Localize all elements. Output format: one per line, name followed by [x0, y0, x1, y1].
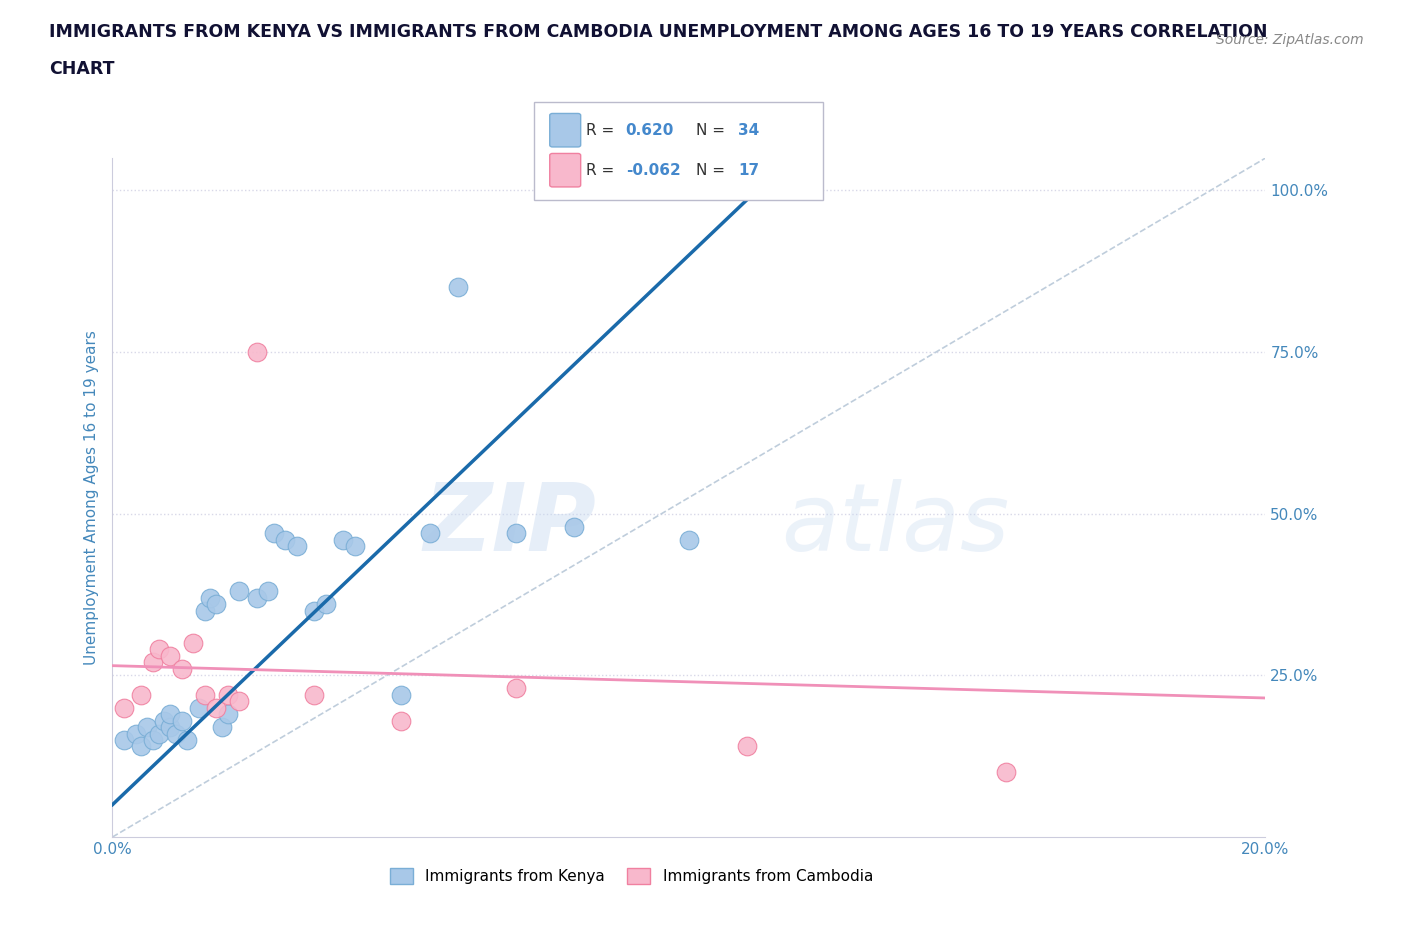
Point [217, 687, 239, 702]
Point [343, 538, 366, 553]
Point [304, 604, 326, 618]
Text: 17: 17 [738, 163, 759, 178]
Point [678, 532, 700, 547]
Point [562, 519, 585, 534]
Point [419, 525, 441, 540]
Point [112, 733, 135, 748]
Point [246, 591, 269, 605]
Point [170, 713, 193, 728]
Point [447, 280, 470, 295]
Point [194, 604, 217, 618]
Point [257, 584, 280, 599]
Point [332, 532, 354, 547]
Text: N =: N = [696, 123, 730, 138]
Point [217, 707, 239, 722]
Text: R =: R = [586, 123, 620, 138]
Point [389, 713, 412, 728]
Point [159, 720, 181, 735]
Point [181, 635, 204, 650]
Point [129, 687, 153, 702]
Point [205, 700, 228, 715]
Point [136, 720, 159, 735]
Point [142, 733, 165, 748]
Y-axis label: Unemployment Among Ages 16 to 19 years: Unemployment Among Ages 16 to 19 years [83, 330, 98, 665]
Text: ZIP: ZIP [423, 479, 596, 571]
Point [389, 687, 412, 702]
Point [315, 597, 337, 612]
Point [129, 739, 153, 754]
Point [735, 739, 758, 754]
Point [505, 525, 527, 540]
Point [505, 681, 527, 696]
Point [153, 713, 176, 728]
Point [170, 661, 193, 676]
Point [274, 532, 297, 547]
Point [194, 687, 217, 702]
Text: 0.620: 0.620 [626, 123, 673, 138]
Point [246, 345, 269, 360]
Text: atlas: atlas [782, 479, 1010, 570]
Point [995, 764, 1018, 779]
Point [165, 726, 187, 741]
Point [263, 525, 285, 540]
Text: 34: 34 [738, 123, 759, 138]
Point [148, 726, 170, 741]
Text: R =: R = [586, 163, 620, 178]
Text: Source: ZipAtlas.com: Source: ZipAtlas.com [1216, 33, 1364, 46]
Text: -0.062: -0.062 [626, 163, 681, 178]
Text: N =: N = [696, 163, 730, 178]
Point [159, 648, 181, 663]
Point [148, 642, 170, 657]
Point [205, 597, 228, 612]
Legend: Immigrants from Kenya, Immigrants from Cambodia: Immigrants from Kenya, Immigrants from C… [384, 862, 879, 890]
Point [188, 700, 211, 715]
Point [200, 591, 222, 605]
Point [228, 584, 250, 599]
Point [211, 720, 233, 735]
Point [142, 655, 165, 670]
Point [159, 707, 181, 722]
Point [112, 700, 135, 715]
Point [285, 538, 308, 553]
Point [304, 687, 326, 702]
Point [176, 733, 198, 748]
Text: CHART: CHART [49, 60, 115, 78]
Point [124, 726, 146, 741]
Text: IMMIGRANTS FROM KENYA VS IMMIGRANTS FROM CAMBODIA UNEMPLOYMENT AMONG AGES 16 TO : IMMIGRANTS FROM KENYA VS IMMIGRANTS FROM… [49, 23, 1268, 41]
Point [228, 694, 250, 709]
